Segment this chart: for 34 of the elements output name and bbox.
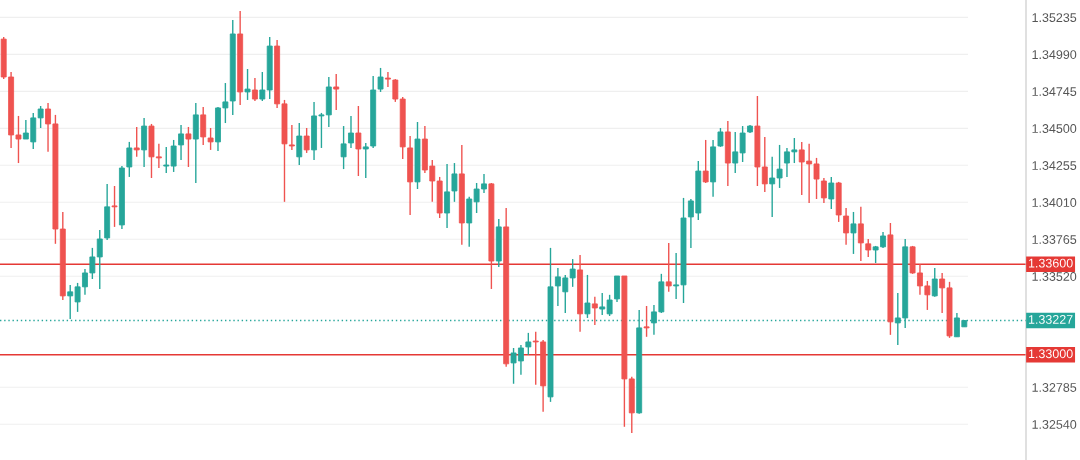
candlestick xyxy=(244,68,251,101)
candlestick xyxy=(820,177,827,204)
candlestick xyxy=(141,117,148,168)
candlestick xyxy=(111,185,118,228)
candlestick xyxy=(591,296,598,326)
candlestick xyxy=(252,77,258,102)
candlestick xyxy=(333,73,340,111)
ref-line-label: 1.33227 xyxy=(1028,315,1073,324)
candlestick xyxy=(259,71,266,102)
y-tick-label: 1.34010 xyxy=(1032,198,1077,207)
candlestick xyxy=(185,126,192,168)
y-tick-label: 1.32785 xyxy=(1032,383,1077,392)
y-tick-label: 1.34255 xyxy=(1032,161,1077,170)
y-tick-label: 1.33765 xyxy=(1032,235,1077,244)
candlestick xyxy=(133,126,140,158)
y-tick-label: 1.35235 xyxy=(1032,13,1077,23)
candlestick xyxy=(296,122,303,166)
y-tick-label: 1.33520 xyxy=(1032,272,1077,281)
ref-line-label: 1.33600 xyxy=(1028,258,1073,268)
candlestick xyxy=(303,127,310,154)
ref-line-label: 1.33000 xyxy=(1028,349,1073,359)
candlestick xyxy=(569,258,576,288)
candlestick xyxy=(850,211,857,255)
candlestick xyxy=(584,274,591,319)
y-tick-label: 1.34745 xyxy=(1032,87,1077,96)
y-tick-label: 1.34500 xyxy=(1032,124,1077,133)
candlestick xyxy=(702,139,709,184)
candlestick xyxy=(931,267,938,298)
candlestick xyxy=(643,305,650,338)
candlestick xyxy=(828,176,835,210)
y-tick-label: 1.34990 xyxy=(1032,50,1077,59)
y-tick-label: 1.32540 xyxy=(1032,420,1077,429)
candlestick xyxy=(665,242,672,293)
candlestick xyxy=(355,105,362,177)
